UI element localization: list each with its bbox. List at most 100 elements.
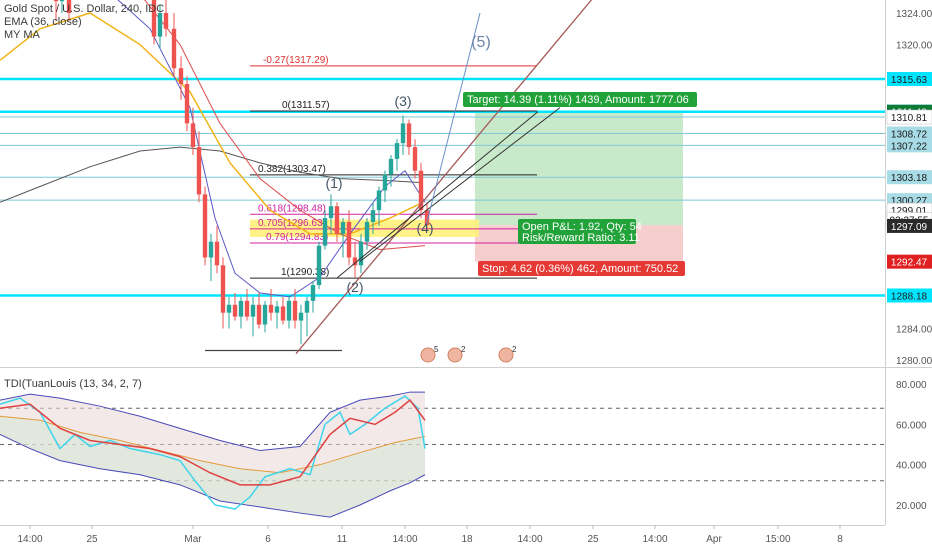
candle-body-10 bbox=[196, 147, 202, 195]
candle-body-13 bbox=[214, 241, 220, 266]
wave-label-1: (1) bbox=[325, 175, 342, 191]
candle-body-20 bbox=[256, 304, 262, 325]
price-pane[interactable]: -0.27(1317.29) 0(1311.57) 0.382(1303.47) 0.… bbox=[0, 0, 885, 363]
candle-body-4 bbox=[157, 13, 163, 37]
time-tick-0: 14:00 bbox=[17, 534, 42, 545]
wave-5-projection bbox=[425, 12, 481, 227]
osc-mid-band bbox=[0, 415, 426, 474]
indicator-myma: MY MA bbox=[4, 29, 40, 41]
rr-label: Risk/Reward Ratio: 3.11 bbox=[522, 232, 640, 244]
level-badge-0 bbox=[887, 72, 932, 87]
price-badge-5 bbox=[887, 254, 932, 269]
level-badge-text-4: 1307.22 bbox=[891, 141, 928, 152]
wave-label-2: (2) bbox=[346, 279, 363, 295]
candle-body-12 bbox=[208, 241, 214, 258]
candle-body-45 bbox=[406, 123, 412, 148]
osc-signal-line bbox=[0, 399, 426, 486]
time-tick-10: Apr bbox=[706, 534, 722, 545]
time-tick-2: Mar bbox=[184, 534, 202, 545]
wave-label-3: (3) bbox=[394, 93, 411, 109]
candle-body-41 bbox=[382, 174, 388, 191]
price-tick-11: 1280.00 bbox=[896, 356, 932, 367]
candle-body-30 bbox=[316, 245, 322, 286]
time-tick-1: 25 bbox=[86, 534, 98, 545]
candle-body-48 bbox=[424, 210, 430, 226]
pnl-label: Open P&L: 1.92, Qty: 54 bbox=[522, 221, 642, 233]
price-tick-0: 1324.00 bbox=[896, 9, 932, 20]
time-tick-5: 14:00 bbox=[392, 534, 417, 545]
fib-label-0: -0.27(1317.29) bbox=[263, 55, 329, 66]
candle-body-32 bbox=[328, 206, 334, 219]
level-badge-text-5: 1303.18 bbox=[891, 173, 928, 184]
time-tick-11: 15:00 bbox=[765, 534, 790, 545]
candle-body-16 bbox=[232, 304, 238, 317]
event-badge-1 bbox=[447, 347, 463, 363]
candle-body-7 bbox=[178, 68, 184, 84]
candle-body-17 bbox=[238, 300, 244, 317]
osc-lower-band bbox=[0, 433, 426, 518]
trendline-lower bbox=[336, 111, 539, 279]
trendline-channel bbox=[295, 0, 593, 355]
event-badge-2 bbox=[498, 347, 514, 363]
price-badge-text-5: 1292.47 bbox=[891, 258, 928, 269]
candle-body-24 bbox=[280, 306, 286, 321]
candle-body-22 bbox=[268, 304, 274, 313]
oscillator-pane[interactable] bbox=[0, 391, 885, 518]
stop-label: Stop: 4.62 (0.36%) 462, Amount: 750.52 bbox=[482, 263, 678, 275]
time-tick-4: 11 bbox=[337, 534, 348, 545]
candle-body-28 bbox=[304, 300, 310, 313]
candle-body-23 bbox=[274, 306, 280, 313]
level-badge-text-7: 1288.18 bbox=[891, 291, 928, 302]
target-label: Target: 14.39 (1.11%) 1439, Amount: 1777… bbox=[467, 94, 689, 106]
price-badge-text-1: 1310.81 bbox=[891, 113, 928, 124]
fib-label-5: 0.79(1294.83) bbox=[266, 232, 328, 243]
candle-body-2 bbox=[66, 0, 72, 13]
candle-body-31 bbox=[322, 218, 328, 246]
level-badge-3 bbox=[887, 126, 932, 141]
trendline-upper bbox=[359, 107, 561, 262]
candle-body-40 bbox=[376, 190, 382, 211]
candle-body-36 bbox=[352, 257, 358, 266]
price-tick-10: 1284.00 bbox=[896, 324, 932, 335]
candle-body-15 bbox=[226, 304, 232, 313]
level-badge-text-6: 1300.27 bbox=[891, 196, 928, 207]
candle-body-38 bbox=[364, 221, 370, 242]
target-label-box bbox=[463, 92, 697, 107]
candle-body-3 bbox=[151, 0, 157, 37]
price-badge-text-2: 1299.01 bbox=[891, 206, 928, 217]
candle-body-9 bbox=[190, 123, 196, 148]
indicator-ema: EMA (36, close) bbox=[4, 16, 82, 28]
level-badge-5 bbox=[887, 170, 932, 185]
event-badge-count-0: 5 bbox=[434, 345, 439, 354]
oscillator-legend: TDI(TuanLouis (13, 34, 2, 7) bbox=[4, 378, 142, 391]
price-badge-4 bbox=[887, 218, 932, 233]
osc-tick-3: 20.000 bbox=[896, 501, 927, 512]
osc-tick-0: 80.000 bbox=[896, 380, 927, 391]
candle-body-26 bbox=[292, 300, 298, 321]
event-badge-count-2: 2 bbox=[512, 345, 517, 354]
candle-body-42 bbox=[388, 158, 394, 175]
candle-body-8 bbox=[184, 83, 190, 124]
price-badge-1 bbox=[886, 109, 932, 125]
candle-body-39 bbox=[370, 210, 376, 222]
wave-label-5: (5) bbox=[471, 34, 491, 51]
osc-band-fill bbox=[0, 392, 425, 518]
pnl-label-box bbox=[518, 219, 636, 244]
main-legend: Gold Spot / U.S. Dollar, 240, IDC EMA (3… bbox=[4, 3, 164, 42]
candle-body-11 bbox=[202, 194, 208, 258]
position-profit-zone bbox=[475, 111, 683, 226]
ma-long bbox=[0, 146, 421, 203]
ma-ema36 bbox=[0, 12, 421, 235]
osc-tick-2: 40.000 bbox=[896, 461, 927, 472]
candle-body-19 bbox=[250, 304, 256, 317]
candle-body-46 bbox=[412, 147, 418, 171]
candle-body-1 bbox=[59, 0, 65, 2]
level-badge-text-0: 1315.63 bbox=[891, 75, 928, 86]
candle-body-21 bbox=[262, 304, 268, 325]
price-badge-text-4: 1297.09 bbox=[891, 222, 928, 233]
time-tick-6: 18 bbox=[461, 534, 473, 545]
osc-upper-band bbox=[0, 391, 425, 452]
candle-body-6 bbox=[171, 28, 177, 69]
candle-body-0 bbox=[53, 0, 59, 2]
